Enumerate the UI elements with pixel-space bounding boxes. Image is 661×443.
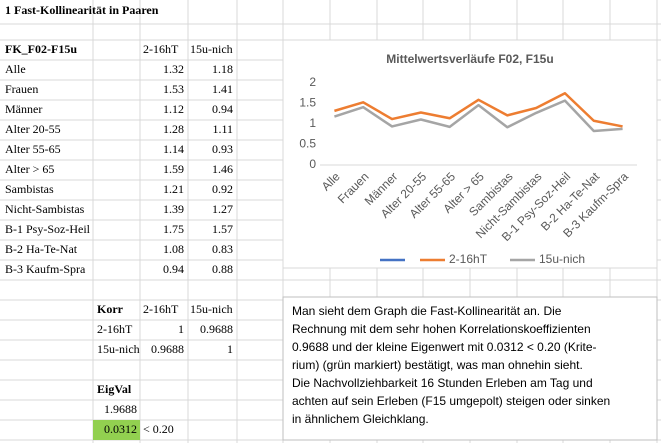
cell-value: 0.94 [163, 262, 184, 276]
cell-value: 1.39 [163, 202, 184, 216]
table-header: FK_F02-F15u [5, 42, 77, 56]
korr-value: 0.9688 [151, 342, 184, 356]
eigval-value: 0.0312 [104, 422, 137, 436]
row-label: Nicht-Sambistas [5, 202, 85, 216]
cell-value: 1.75 [163, 222, 184, 236]
y-tick-label: 1.5 [299, 96, 316, 110]
row-label: Sambistas [5, 182, 54, 196]
row-label: Alter 55-65 [5, 142, 61, 156]
text-line: achten auf sein Erleben (F15 umgepolt) s… [292, 394, 610, 408]
eigval-title: EigVal [97, 382, 132, 396]
text-line: in ähnlichem Gleichklang. [292, 412, 429, 426]
y-tick-label: 0.5 [299, 137, 316, 151]
row-label: Frauen [5, 82, 38, 96]
korr-row: 2-16hT [97, 322, 133, 336]
eigval-value: 1.9688 [104, 402, 137, 416]
text-line: 0.9688 und der kleine Eigenwert mit 0.03… [292, 340, 597, 354]
row-label: B-3 Kaufm-Spra [5, 262, 86, 276]
y-tick-label: 1 [309, 116, 316, 130]
chart-area [282, 39, 658, 269]
text-line: Man sieht dem Graph die Fast-Kollinearit… [292, 304, 562, 318]
cell-value: 1.27 [212, 202, 233, 216]
cell-value: 0.93 [212, 142, 233, 156]
cell-value: 0.88 [212, 262, 233, 276]
korr-col: 2-16hT [143, 302, 179, 316]
sheet-title: 1 Fast-Kollinearität in Paaren [5, 3, 159, 17]
eigval-criterion: < 0.20 [143, 422, 174, 436]
korr-title: Korr [97, 302, 124, 316]
text-line: Die Nachvollziehbarkeit 16 Stunden Erleb… [292, 376, 593, 390]
cell-value: 1.32 [163, 62, 184, 76]
cell-value: 0.94 [212, 102, 233, 116]
row-label: Alle [5, 62, 26, 76]
series-line [334, 92, 623, 128]
cell-value: 1.18 [212, 62, 233, 76]
cell-value: 1.12 [163, 102, 184, 116]
chart-title: Mittelwertsverläufe F02, F15u [386, 52, 553, 66]
text-line: rium) (grün markiert) bestätigt, was man… [292, 358, 583, 372]
legend-label: 2-16hT [449, 252, 488, 266]
row-label: B-2 Ha-Te-Nat [5, 242, 78, 256]
row-label: Männer [5, 102, 42, 116]
highlight-cell [93, 420, 140, 440]
column-header: 2-16hT [143, 42, 179, 56]
cell-value: 1.46 [212, 162, 233, 176]
cell-value: 1.14 [163, 142, 184, 156]
row-label: Alter 20-55 [5, 122, 61, 136]
row-label: B-1 Psy-Soz-Heil [5, 222, 91, 236]
column-header: 15u-nich [190, 42, 233, 56]
legend-label: 15u-nich [539, 252, 585, 266]
cell-value: 1.08 [163, 242, 184, 256]
korr-col: 15u-nich [190, 302, 233, 316]
cell-value: 1.59 [163, 162, 184, 176]
korr-value: 0.9688 [200, 322, 233, 336]
y-tick-label: 2 [309, 75, 316, 89]
row-label: Alter > 65 [5, 162, 54, 176]
korr-value: 1 [227, 342, 233, 356]
cell-value: 1.21 [163, 182, 184, 196]
cell-value: 1.11 [212, 122, 233, 136]
cell-value: 0.92 [212, 182, 233, 196]
cell-value: 1.57 [212, 222, 233, 236]
cell-value: 1.28 [163, 122, 184, 136]
text-line: Rechnung mit dem sehr hohen Korrelations… [292, 322, 591, 336]
y-tick-label: 0 [309, 157, 316, 171]
cell-value: 1.41 [212, 82, 233, 96]
cell-value: 0.83 [212, 242, 233, 256]
korr-row: 15u-nich [97, 342, 140, 356]
text-box [282, 296, 658, 441]
series-line [334, 99, 623, 133]
korr-value: 1 [178, 322, 184, 336]
cell-value: 1.53 [163, 82, 184, 96]
